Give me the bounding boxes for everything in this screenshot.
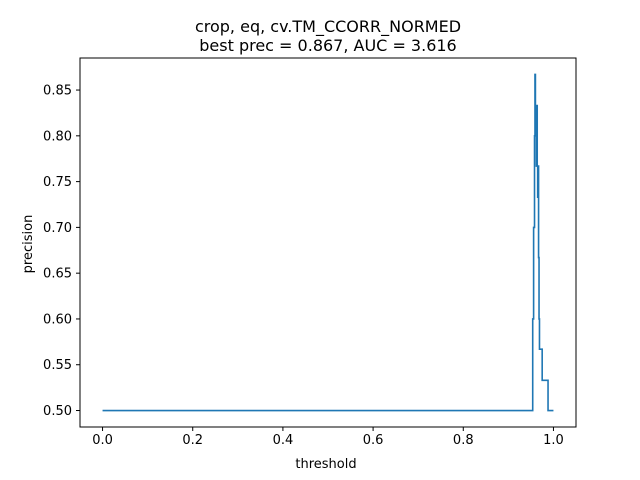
axes-frame (79, 57, 577, 428)
x-tick-label: 1.0 (543, 433, 564, 448)
x-tick-label: 0.0 (92, 433, 113, 448)
x-tick-label: 0.4 (273, 433, 294, 448)
chart-title-line2: best prec = 0.867, AUC = 3.616 (199, 36, 456, 55)
y-tick-label: 0.70 (43, 221, 72, 236)
y-tick-label: 0.50 (43, 404, 72, 419)
x-tick-label: 0.6 (363, 433, 384, 448)
series-line-precision (102, 73, 554, 412)
y-tick-label: 0.65 (43, 267, 72, 282)
y-axis-label: precision (21, 215, 36, 274)
y-tick-label: 0.75 (43, 175, 72, 190)
chart-title-line1: crop, eq, cv.TM_CCORR_NORMED (195, 17, 461, 37)
x-axis-label: threshold (295, 457, 356, 472)
y-tick-label: 0.85 (43, 84, 72, 99)
plot-area (102, 73, 554, 412)
x-tick-label: 0.8 (453, 433, 474, 448)
y-tick-label: 0.55 (43, 358, 72, 373)
y-tick-label: 0.60 (43, 312, 72, 327)
y-tick-label: 0.80 (43, 129, 72, 144)
x-tick-label: 0.2 (182, 433, 203, 448)
axes: 0.0 0.2 0.4 0.6 0.8 1.0 0.50 0.55 0.60 0.65 0.70 0.… (43, 57, 577, 448)
